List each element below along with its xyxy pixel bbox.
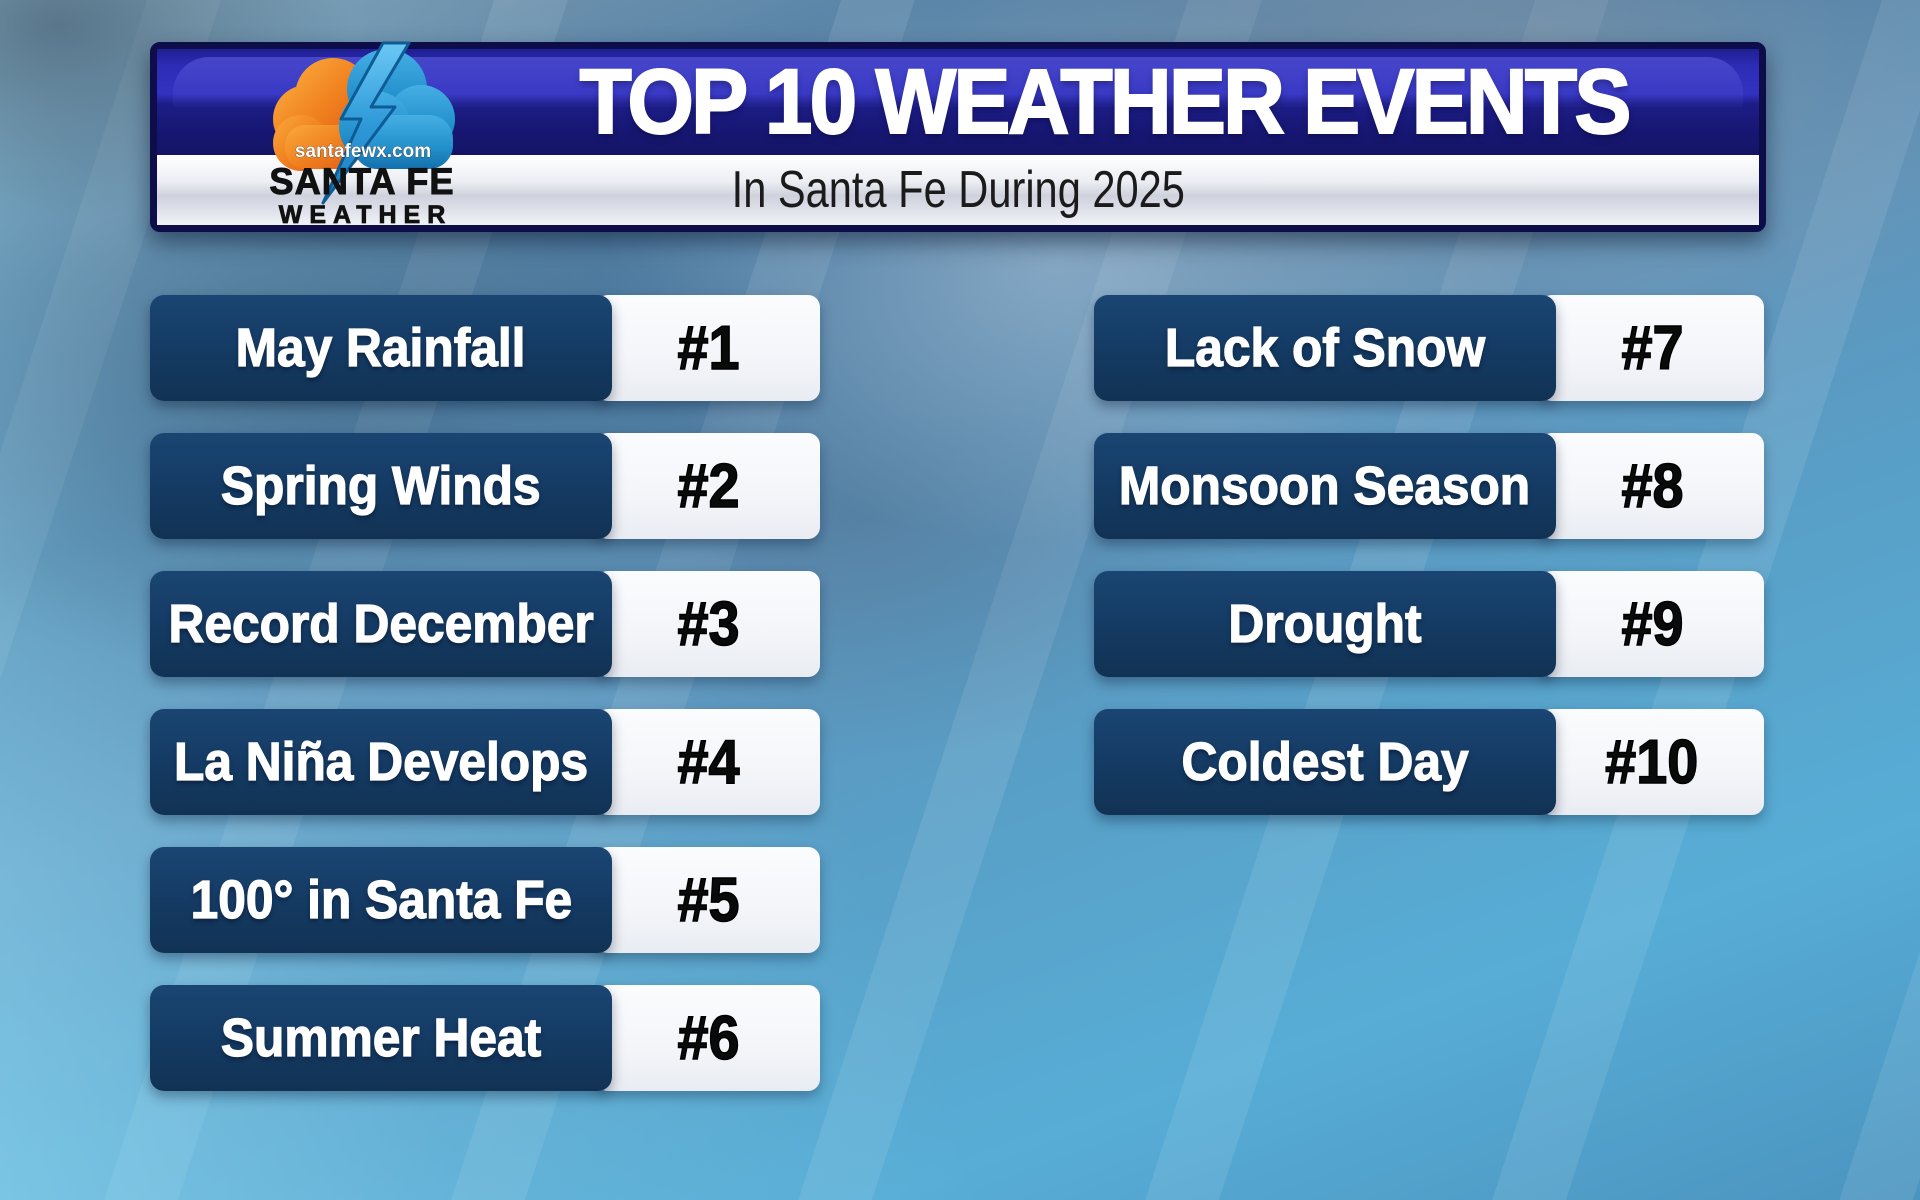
page-subtitle: In Santa Fe During 2025 — [157, 155, 1759, 225]
station-name-line1: SANTA FE — [269, 161, 455, 202]
event-label: May Rainfall — [235, 317, 526, 378]
event-label: Summer Heat — [220, 1007, 542, 1068]
event-pill: Drought — [1094, 571, 1556, 677]
rank-row-2: Spring Winds #2 — [150, 433, 820, 539]
event-pill: Spring Winds — [150, 433, 612, 539]
station-name: SANTA FE WEATHER — [245, 163, 479, 228]
event-pill: La Niña Develops — [150, 709, 612, 815]
event-label: Lack of Snow — [1164, 317, 1486, 378]
event-pill: Record December — [150, 571, 612, 677]
rank-box: #9 — [1540, 571, 1764, 677]
rank-value: #6 — [676, 1003, 740, 1074]
event-label: Monsoon Season — [1119, 455, 1531, 516]
weather-cloud-lightning-icon: santafewx.com — [273, 41, 455, 205]
event-pill: 100° in Santa Fe — [150, 847, 612, 953]
rank-value: #10 — [1605, 727, 1699, 798]
rank-value: #7 — [1620, 313, 1684, 384]
rank-value: #2 — [676, 451, 740, 522]
rank-row-4: La Niña Develops #4 — [150, 709, 820, 815]
event-label: Spring Winds — [221, 455, 542, 516]
rank-value: #9 — [1620, 589, 1684, 660]
event-pill: Summer Heat — [150, 985, 612, 1091]
rank-box: #8 — [1540, 433, 1764, 539]
rank-value: #8 — [1620, 451, 1684, 522]
rank-box: #10 — [1540, 709, 1764, 815]
page-title: TOP 10 WEATHER EVENTS — [457, 49, 1751, 155]
rank-row-3: Record December #3 — [150, 571, 820, 677]
header-banner: TOP 10 WEATHER EVENTS In Santa Fe During… — [150, 41, 1766, 232]
station-name-line2: WEATHER — [278, 201, 453, 229]
event-label: Drought — [1228, 593, 1422, 654]
event-label: Record December — [168, 593, 594, 654]
rank-box: #6 — [596, 985, 820, 1091]
rank-row-9: Drought #9 — [1094, 571, 1764, 677]
event-pill: Lack of Snow — [1094, 295, 1556, 401]
rank-row-1: May Rainfall #1 — [150, 295, 820, 401]
event-pill: Coldest Day — [1094, 709, 1556, 815]
rank-box: #1 — [596, 295, 820, 401]
rank-column-right: Lack of Snow #7 Monsoon Season #8 Drough… — [1094, 295, 1764, 815]
event-label: Coldest Day — [1181, 731, 1469, 792]
rank-value: #5 — [676, 865, 740, 936]
rank-row-7: Lack of Snow #7 — [1094, 295, 1764, 401]
page-title-text: TOP 10 WEATHER EVENTS — [578, 50, 1632, 154]
event-pill: Monsoon Season — [1094, 433, 1556, 539]
rank-row-6: Summer Heat #6 — [150, 985, 820, 1091]
rank-row-10: Coldest Day #10 — [1094, 709, 1764, 815]
rank-row-8: Monsoon Season #8 — [1094, 433, 1764, 539]
page-subtitle-text: In Santa Fe During 2025 — [731, 161, 1185, 219]
rank-row-5: 100° in Santa Fe #5 — [150, 847, 820, 953]
rank-column-left: May Rainfall #1 Spring Winds #2 Record D… — [150, 295, 820, 1091]
event-label: 100° in Santa Fe — [190, 869, 573, 930]
rank-value: #1 — [676, 313, 740, 384]
rank-box: #3 — [596, 571, 820, 677]
event-pill: May Rainfall — [150, 295, 612, 401]
rank-box: #5 — [596, 847, 820, 953]
rank-box: #2 — [596, 433, 820, 539]
rank-value: #4 — [676, 727, 740, 798]
event-label: La Niña Develops — [173, 731, 589, 792]
rank-value: #3 — [676, 589, 740, 660]
rank-box: #4 — [596, 709, 820, 815]
logo-url-text: santafewx.com — [295, 141, 431, 162]
station-logo: santafewx.com SANTA FE WEATHER — [245, 41, 479, 229]
lightning-bolt-icon — [321, 41, 411, 205]
rank-box: #7 — [1540, 295, 1764, 401]
